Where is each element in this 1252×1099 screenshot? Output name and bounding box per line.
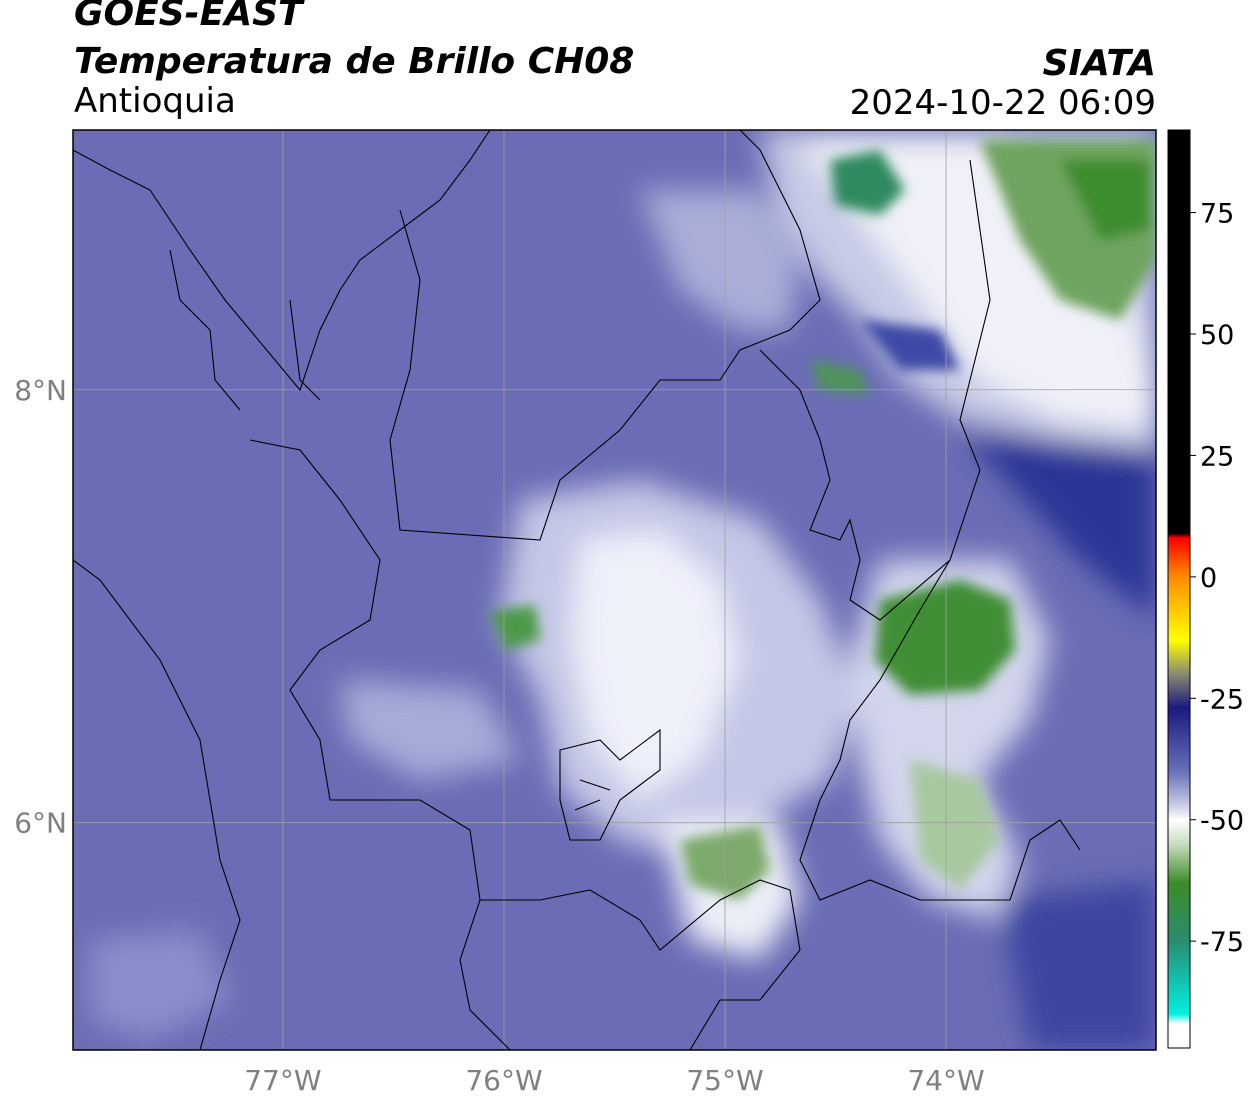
gulf-coast bbox=[169, 249, 321, 411]
title-right-block: SIATA 2024-10-22 06:09 bbox=[849, 43, 1156, 123]
department-border-southeast bbox=[799, 559, 1081, 901]
colorbar-tick-label: 0 bbox=[1200, 563, 1217, 594]
municipal-cluster bbox=[559, 728, 661, 841]
department-border-west bbox=[249, 439, 511, 1050]
latitude-tick-label: 8°N bbox=[14, 374, 67, 407]
colorbar-tick-label: -75 bbox=[1200, 927, 1244, 958]
satellite-title: GOES-EAST bbox=[74, 0, 303, 34]
map-frame bbox=[72, 129, 1157, 1051]
title-block: GOES-EAST Temperatura de Brillo CH08 Ant… bbox=[74, 0, 634, 118]
longitude-labels: 77°W 76°W 75°W 74°W bbox=[244, 1064, 984, 1097]
western-border bbox=[73, 559, 241, 1050]
latitude-labels: 8°N 6°N bbox=[14, 374, 67, 840]
imagery-layer bbox=[73, 130, 1156, 1050]
colorbar-ticks: 75 50 25 0 -25 -50 -75 bbox=[1190, 199, 1244, 958]
gridlines bbox=[73, 130, 1156, 1050]
colorbar-tick-label: 25 bbox=[1200, 441, 1234, 472]
colorbar: 75 50 25 0 -25 -50 -75 bbox=[1167, 129, 1244, 1049]
timestamp-label: 2024-10-22 06:09 bbox=[849, 83, 1156, 123]
colorbar-scale bbox=[1167, 129, 1191, 1049]
boundaries bbox=[73, 130, 1081, 1050]
longitude-tick-label: 74°W bbox=[907, 1064, 984, 1097]
department-border-east bbox=[759, 159, 991, 621]
department-border-south bbox=[480, 879, 801, 1050]
product-title: Temperatura de Brillo CH08 bbox=[74, 41, 635, 82]
longitude-tick-label: 77°W bbox=[244, 1064, 321, 1097]
coastline bbox=[73, 130, 491, 392]
colorbar-tick-label: -50 bbox=[1200, 806, 1244, 837]
colorbar-tick-label: -25 bbox=[1200, 684, 1244, 715]
region-subtitle: Antioquia bbox=[74, 81, 236, 121]
longitude-tick-label: 75°W bbox=[686, 1064, 763, 1097]
institution-title: SIATA bbox=[1042, 43, 1156, 84]
department-border-north bbox=[389, 130, 821, 541]
colorbar-tick-label: 50 bbox=[1200, 320, 1234, 351]
colorbar-tick-label: 75 bbox=[1200, 199, 1234, 230]
latitude-tick-label: 6°N bbox=[14, 807, 67, 840]
longitude-tick-label: 76°W bbox=[465, 1064, 542, 1097]
